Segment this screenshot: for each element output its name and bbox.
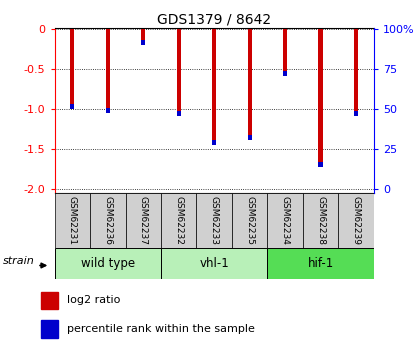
- Bar: [247, 135, 252, 140]
- Bar: [41, 320, 58, 337]
- Text: GSM62236: GSM62236: [103, 196, 112, 245]
- Text: log2 ratio: log2 ratio: [67, 295, 120, 305]
- Bar: [106, 108, 110, 113]
- Bar: [212, 140, 216, 145]
- Text: hif-1: hif-1: [307, 257, 334, 270]
- Text: GSM62239: GSM62239: [352, 196, 360, 245]
- Text: wild type: wild type: [81, 257, 135, 270]
- Bar: [303, 193, 339, 248]
- Text: GSM62237: GSM62237: [139, 196, 148, 245]
- Bar: [126, 193, 161, 248]
- Bar: [106, 29, 110, 113]
- Bar: [318, 162, 323, 167]
- Bar: [283, 71, 287, 76]
- Text: GSM62231: GSM62231: [68, 196, 77, 245]
- Bar: [70, 29, 74, 109]
- Bar: [283, 29, 287, 76]
- Bar: [70, 105, 74, 109]
- Bar: [268, 193, 303, 248]
- Text: strain: strain: [3, 256, 34, 266]
- Text: GSM62233: GSM62233: [210, 196, 219, 245]
- Bar: [247, 29, 252, 140]
- Bar: [197, 193, 232, 248]
- Bar: [141, 29, 145, 45]
- Bar: [354, 111, 358, 116]
- Bar: [354, 29, 358, 116]
- Bar: [339, 193, 374, 248]
- Bar: [176, 29, 181, 116]
- Bar: [41, 292, 58, 309]
- Text: GSM62234: GSM62234: [281, 196, 290, 245]
- Text: GSM62238: GSM62238: [316, 196, 325, 245]
- Bar: [55, 193, 90, 248]
- Bar: [268, 248, 374, 279]
- Text: GSM62232: GSM62232: [174, 196, 183, 245]
- Title: GDS1379 / 8642: GDS1379 / 8642: [157, 12, 271, 27]
- Text: percentile rank within the sample: percentile rank within the sample: [67, 324, 255, 334]
- Bar: [232, 193, 268, 248]
- Text: vhl-1: vhl-1: [200, 257, 229, 270]
- Bar: [318, 29, 323, 167]
- Bar: [161, 193, 197, 248]
- Bar: [55, 248, 161, 279]
- Bar: [176, 111, 181, 116]
- Text: GSM62235: GSM62235: [245, 196, 254, 245]
- Bar: [90, 193, 126, 248]
- Bar: [212, 29, 216, 145]
- Bar: [141, 40, 145, 45]
- Bar: [161, 248, 268, 279]
